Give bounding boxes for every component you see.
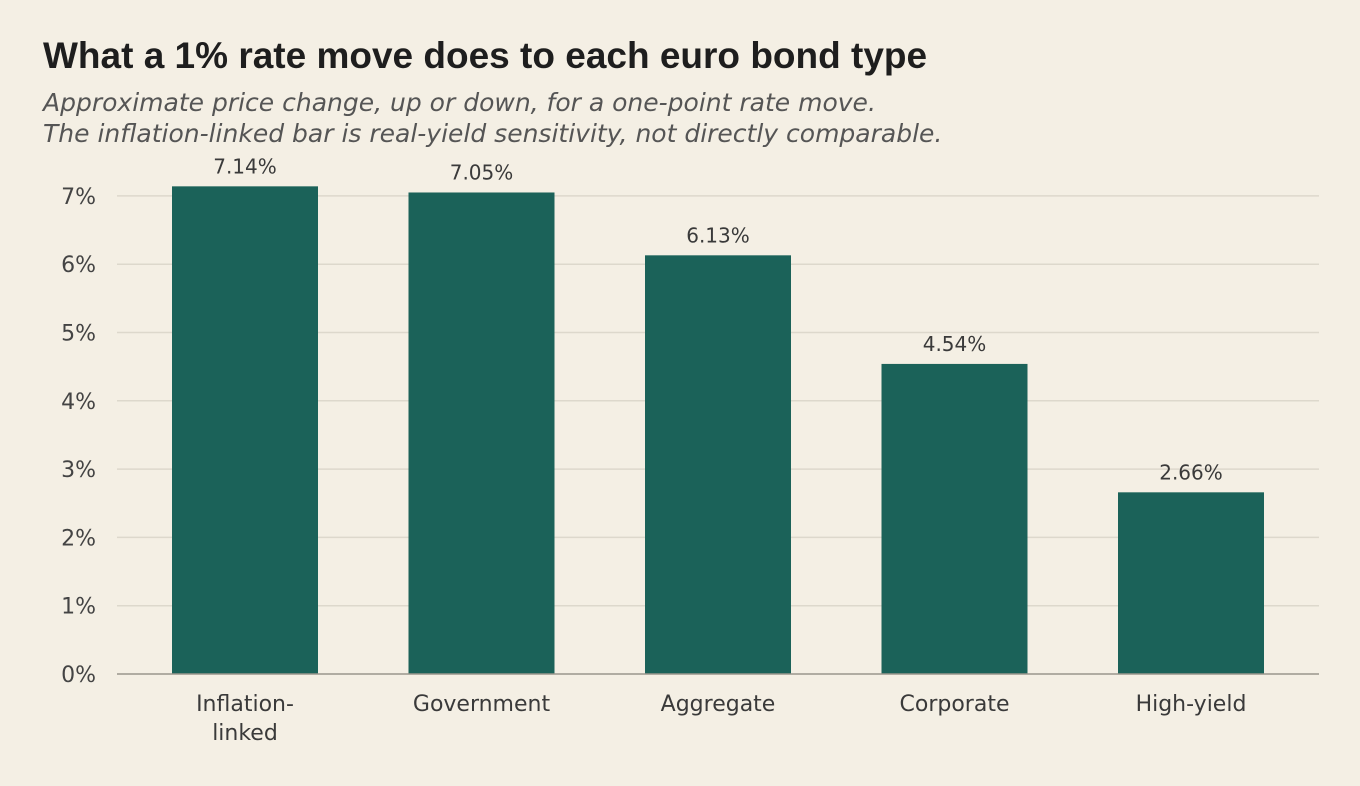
data-label: 6.13% [686, 223, 750, 247]
y-tick-label: 1% [61, 595, 96, 620]
chart-subtitle-line-1: Approximate price change, up or down, fo… [43, 88, 876, 117]
data-label: 2.66% [1159, 460, 1223, 484]
y-tick-label: 5% [61, 322, 96, 347]
bar [172, 186, 318, 674]
x-axis-ticks: Inflation-linked Government Aggregate Corpo… [196, 692, 1246, 746]
chart-subtitle-line-2: The inflation-linked bar is real-yield s… [43, 119, 943, 148]
chart-title: What a 1% rate move does to each euro bo… [43, 35, 928, 76]
bars [172, 186, 1264, 675]
y-axis-ticks: 0% 1% 2% 3% 4% 5% 6% 7% [61, 185, 96, 688]
data-label: 7.14% [213, 154, 277, 178]
data-label: 7.05% [450, 160, 514, 184]
y-tick-label: 2% [61, 526, 96, 551]
x-tick-label: Government [413, 692, 551, 717]
data-label: 4.54% [923, 332, 987, 356]
y-tick-label: 7% [61, 185, 96, 210]
y-tick-label: 3% [61, 458, 96, 483]
bar [408, 192, 555, 675]
y-tick-label: 6% [61, 253, 96, 278]
x-tick-label: Corporate [900, 692, 1010, 717]
x-tick-label: linked [212, 721, 278, 746]
x-tick-label: Inflation- [196, 692, 294, 717]
y-tick-label: 0% [61, 663, 96, 688]
bar [1118, 492, 1264, 674]
x-tick-label: High-yield [1136, 692, 1247, 717]
x-tick-label: Aggregate [661, 692, 776, 717]
y-tick-label: 4% [61, 390, 96, 415]
data-labels: 7.14% 7.05% 6.13% 4.54% 2.66% [213, 154, 1223, 484]
bar [881, 363, 1028, 674]
bar [645, 255, 791, 675]
